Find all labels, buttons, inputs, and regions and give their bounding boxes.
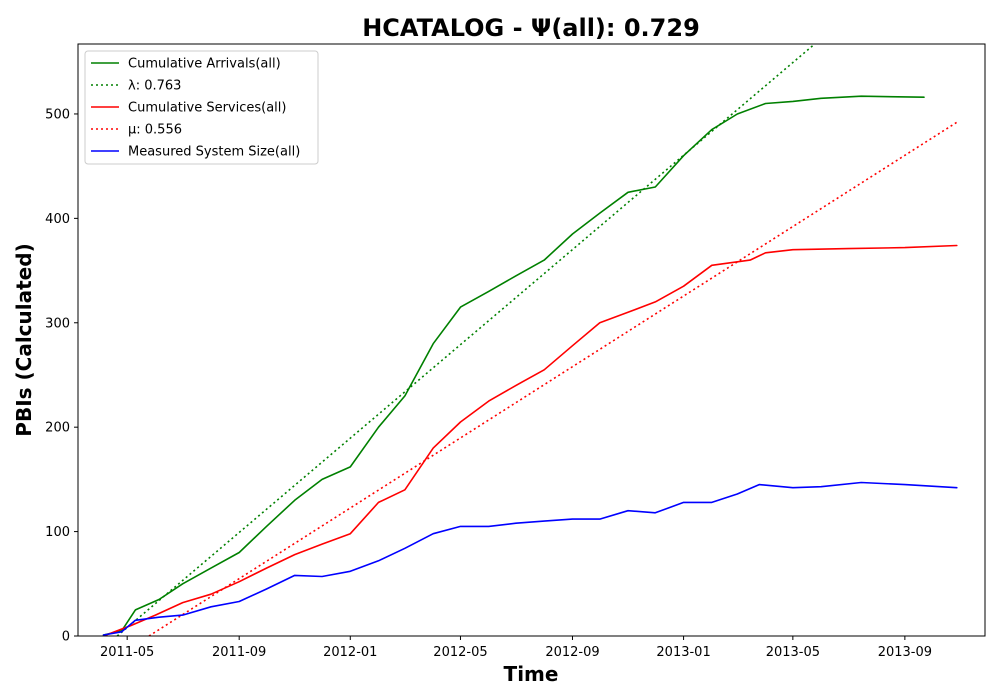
x-tick-label: 2012-05 (433, 645, 487, 660)
y-tick-label: 0 (62, 630, 70, 645)
y-tick-label: 500 (45, 107, 70, 122)
series-line-4 (102, 481, 958, 636)
plot-frame (77, 43, 986, 637)
x-tick-label: 2013-05 (766, 645, 820, 660)
axes: 2011-05 2011-09 2012-01 2012-05 2012-09 2013-… (45, 107, 932, 660)
legend-label-4: Measured System Size(all) (128, 145, 300, 160)
x-tick-label: 2013-09 (878, 645, 932, 660)
y-axis-title: PBIs (Calculated) (12, 243, 36, 436)
legend-label-2: Cumulative Services(all) (128, 101, 286, 116)
y-tick-label: 400 (45, 212, 70, 227)
series-line-2 (102, 244, 958, 636)
legend: Cumulative Arrivals(all) λ: 0.763 Cumulati… (84, 50, 319, 165)
series-line-3 (148, 121, 958, 636)
x-tick-label: 2012-01 (323, 645, 377, 660)
x-tick-label: 2013-01 (656, 645, 710, 660)
series-line-0 (102, 95, 925, 636)
x-tick-label: 2011-09 (212, 645, 266, 660)
legend-label-3: μ: 0.556 (128, 123, 182, 138)
chart-title: HCATALOG - Ψ(all): 0.729 (362, 14, 700, 42)
y-tick-label: 300 (45, 316, 70, 331)
legend-box (84, 50, 319, 165)
y-tick-label: 100 (45, 525, 70, 540)
x-tick-label: 2012-09 (545, 645, 599, 660)
legend-label-0: Cumulative Arrivals(all) (128, 57, 281, 72)
x-tick-label: 2011-05 (100, 645, 154, 660)
x-axis-title: Time (504, 662, 559, 686)
legend-label-1: λ: 0.763 (128, 79, 181, 94)
plot-area (102, 44, 958, 636)
y-tick-label: 200 (45, 421, 70, 436)
